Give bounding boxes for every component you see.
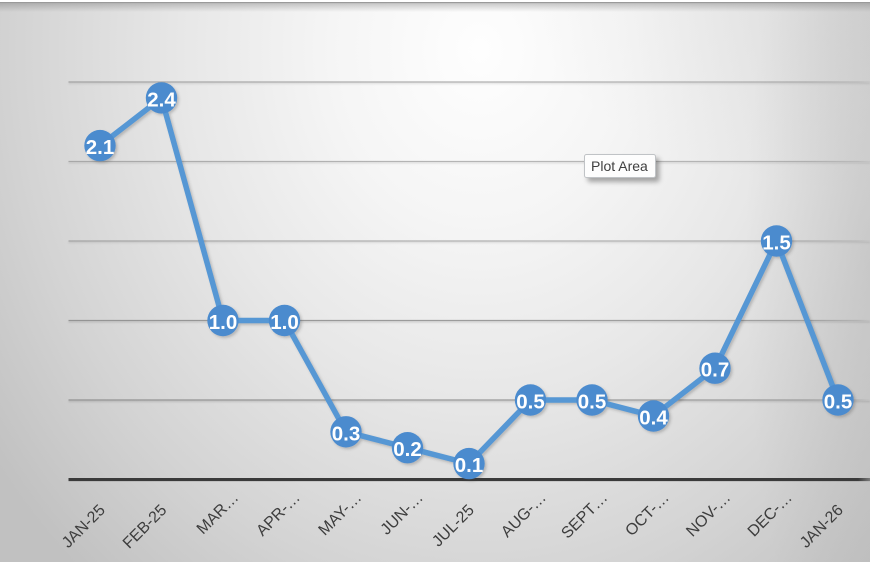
svg-text:0.7: 0.7 xyxy=(701,359,730,382)
svg-text:1.0: 1.0 xyxy=(209,311,238,334)
svg-text:0.5: 0.5 xyxy=(578,391,607,414)
svg-text:0.1: 0.1 xyxy=(455,454,484,477)
svg-text:0.4: 0.4 xyxy=(639,407,668,430)
svg-text:0.3: 0.3 xyxy=(332,422,361,445)
svg-text:2.1: 2.1 xyxy=(86,136,115,159)
svg-text:1.5: 1.5 xyxy=(762,232,791,255)
svg-text:0.5: 0.5 xyxy=(516,391,545,414)
svg-text:0.5: 0.5 xyxy=(824,391,853,414)
svg-text:2.4: 2.4 xyxy=(147,88,176,111)
svg-text:0.2: 0.2 xyxy=(393,438,422,461)
svg-text:1.0: 1.0 xyxy=(270,311,299,334)
